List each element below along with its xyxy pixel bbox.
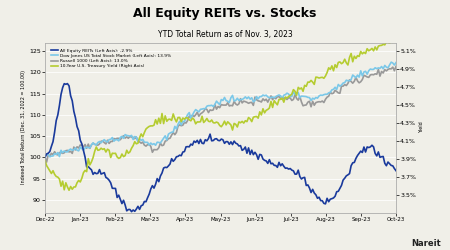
Y-axis label: Indexed Total Return (Dec. 31, 2022 = 100.00): Indexed Total Return (Dec. 31, 2022 = 10… — [21, 70, 26, 184]
Text: YTD Total Return as of Nov. 3, 2023: YTD Total Return as of Nov. 3, 2023 — [158, 30, 292, 39]
Y-axis label: Yield: Yield — [419, 122, 424, 134]
Text: All Equity REITs vs. Stocks: All Equity REITs vs. Stocks — [133, 8, 317, 20]
Legend: All Equity REITs (Left Axis): -2.9%, Dow Jones US Total Stock Market (Left Axis): All Equity REITs (Left Axis): -2.9%, Dow… — [51, 48, 171, 69]
Text: Nareit: Nareit — [411, 238, 441, 248]
